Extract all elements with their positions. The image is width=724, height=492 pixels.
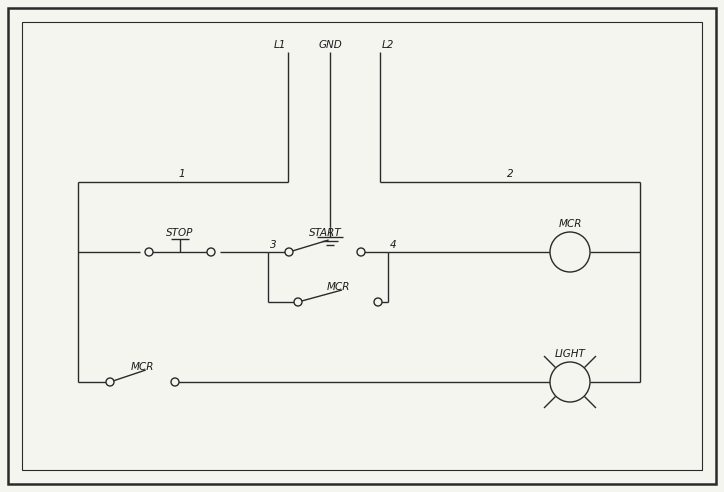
Text: 1: 1: [179, 169, 185, 179]
Circle shape: [285, 248, 293, 256]
Text: L2: L2: [382, 40, 395, 50]
Circle shape: [207, 248, 215, 256]
Circle shape: [357, 248, 365, 256]
Text: START: START: [308, 228, 342, 238]
Text: STOP: STOP: [167, 228, 194, 238]
Text: 3: 3: [270, 240, 277, 250]
Text: 2: 2: [507, 169, 513, 179]
Circle shape: [171, 378, 179, 386]
Text: 4: 4: [390, 240, 397, 250]
Text: MCR: MCR: [558, 219, 582, 229]
Circle shape: [106, 378, 114, 386]
Text: MCR: MCR: [131, 362, 154, 372]
Text: MCR: MCR: [327, 282, 350, 292]
Circle shape: [374, 298, 382, 306]
Circle shape: [294, 298, 302, 306]
Circle shape: [145, 248, 153, 256]
Circle shape: [550, 362, 590, 402]
Circle shape: [550, 232, 590, 272]
Text: LIGHT: LIGHT: [555, 349, 586, 359]
Text: L1: L1: [274, 40, 286, 50]
Text: GND: GND: [318, 40, 342, 50]
